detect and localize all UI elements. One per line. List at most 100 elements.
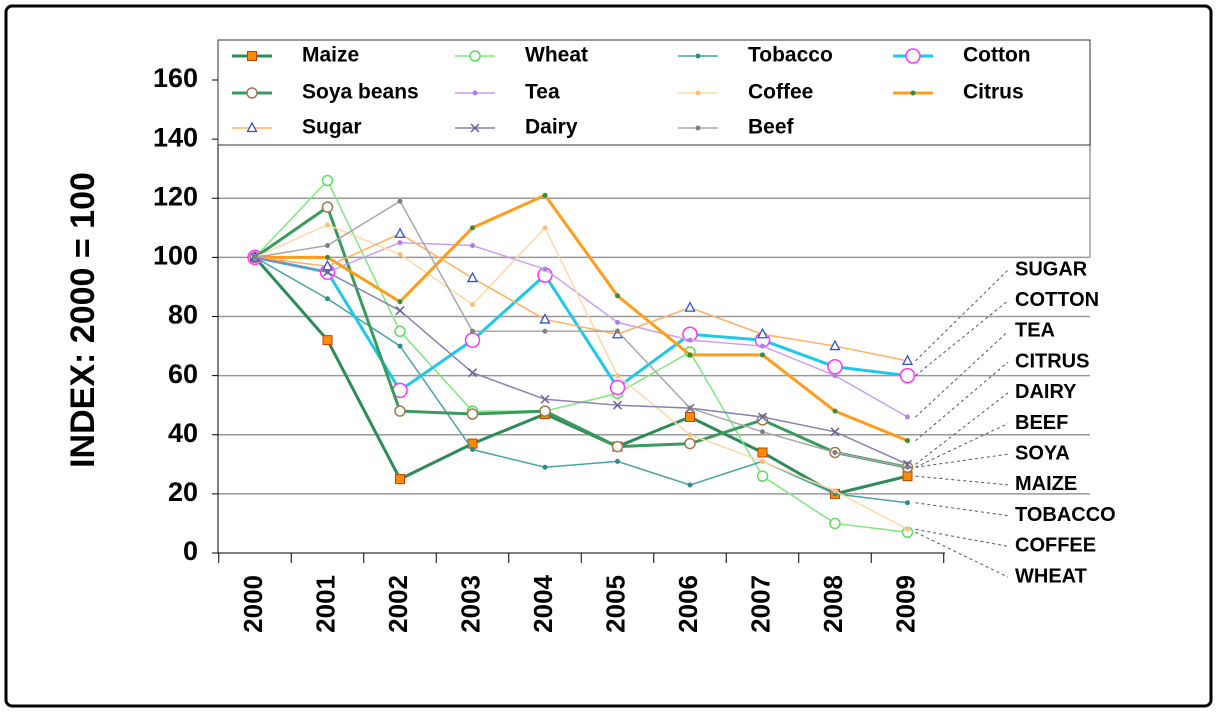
marker: [247, 51, 257, 61]
series-line: [255, 193, 909, 443]
series: [252, 240, 910, 420]
marker: [252, 254, 258, 260]
marker: [615, 328, 620, 334]
marker: [615, 458, 620, 464]
legend-label: Dairy: [525, 116, 578, 139]
marker: [615, 293, 620, 299]
annotation: SOYA: [1015, 442, 1070, 464]
marker: [542, 192, 548, 198]
marker: [325, 254, 330, 260]
y-tick-label: 160: [153, 63, 198, 93]
marker: [899, 367, 916, 384]
y-axis-label: INDEX: 2000 = 100: [64, 172, 102, 468]
marker: [685, 412, 695, 423]
marker: [615, 373, 620, 379]
marker: [829, 339, 841, 351]
annotation: CITRUS: [1015, 350, 1089, 372]
leader-line: [915, 300, 1009, 377]
marker: [539, 313, 551, 324]
marker: [687, 432, 693, 438]
marker: [901, 354, 914, 365]
leader-line: [915, 269, 1009, 362]
marker: [470, 302, 475, 308]
series-line: [254, 232, 908, 362]
marker: [829, 517, 841, 530]
marker: [832, 449, 838, 455]
marker: [757, 447, 768, 458]
series-line: [254, 224, 908, 531]
marker: [695, 53, 701, 59]
marker: [760, 343, 765, 349]
marker: [687, 337, 693, 343]
x-tick-label: 2009: [890, 575, 920, 633]
marker: [609, 379, 626, 396]
legend-label: Maize: [302, 44, 359, 67]
legend-label: Sugar: [302, 116, 362, 139]
marker: [395, 306, 405, 316]
marker: [397, 251, 403, 257]
marker: [760, 458, 765, 464]
x-tick-label: 2005: [600, 575, 630, 633]
marker: [397, 240, 403, 246]
x-tick-label: 2004: [528, 574, 558, 632]
marker: [395, 474, 405, 485]
marker: [757, 412, 768, 422]
marker: [687, 352, 693, 358]
marker: [472, 90, 478, 96]
annotation: WHEAT: [1015, 565, 1087, 587]
marker: [542, 464, 548, 470]
marker: [325, 222, 330, 228]
annotation: MAIZE: [1015, 473, 1077, 495]
marker: [910, 90, 916, 96]
marker: [830, 427, 840, 437]
marker: [687, 405, 693, 411]
marker: [832, 488, 838, 494]
y-tick-label: 20: [168, 477, 198, 507]
annotation: COTTON: [1015, 289, 1099, 311]
marker: [905, 500, 910, 506]
marker: [470, 328, 475, 334]
marker: [322, 335, 333, 346]
marker: [542, 328, 548, 334]
legend-label: Coffee: [748, 81, 813, 104]
legend-label: Cotton: [963, 44, 1031, 67]
marker: [469, 50, 481, 62]
y-tick-label: 100: [153, 241, 198, 271]
marker: [397, 198, 403, 204]
marker: [321, 174, 334, 187]
marker: [466, 271, 479, 283]
marker: [325, 243, 330, 249]
series-line: [254, 241, 908, 418]
marker: [470, 447, 475, 453]
y-tick-label: 0: [183, 536, 198, 566]
marker: [466, 408, 479, 420]
annotation: COFFEE: [1015, 535, 1096, 557]
marker: [756, 470, 769, 482]
marker: [760, 429, 765, 435]
marker: [827, 359, 843, 375]
y-tick-label: 60: [168, 359, 198, 389]
leader-line: [915, 423, 1009, 468]
marker: [611, 440, 624, 453]
marker: [325, 296, 330, 302]
marker: [246, 87, 258, 99]
x-tick-label: 2006: [673, 575, 703, 633]
marker: [695, 125, 701, 131]
y-tick-label: 140: [153, 122, 198, 152]
annotation: SUGAR: [1015, 258, 1088, 280]
marker: [470, 225, 475, 231]
legend-label: Tobacco: [748, 44, 833, 67]
leader-line: [915, 392, 1009, 465]
marker: [540, 394, 550, 404]
x-tick-label: 2007: [745, 575, 775, 633]
marker: [246, 121, 258, 133]
x-tick-label: 2008: [818, 575, 848, 633]
y-tick-label: 120: [153, 181, 198, 211]
x-tick-label: 2003: [455, 575, 485, 633]
legend: [217, 39, 1091, 146]
marker: [687, 482, 693, 488]
marker: [695, 90, 701, 96]
marker: [394, 405, 406, 417]
marker: [464, 332, 481, 348]
leader-line: [915, 531, 1009, 578]
